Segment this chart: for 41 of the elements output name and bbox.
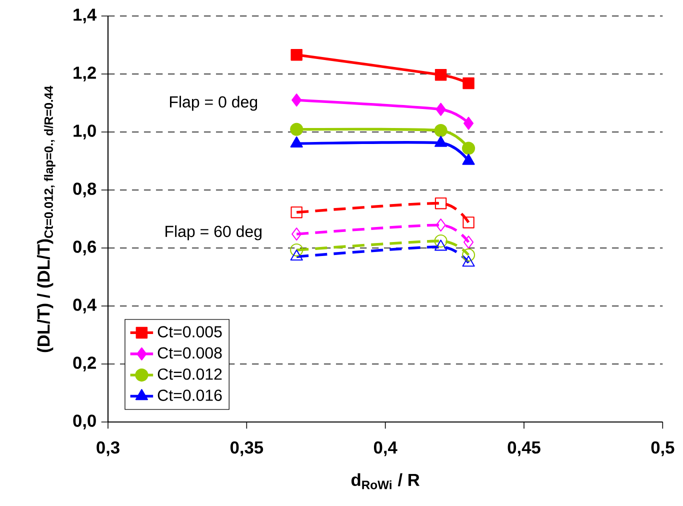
y-tick-label: 0,0 <box>73 414 96 430</box>
point <box>434 124 448 138</box>
point <box>434 68 447 81</box>
point <box>462 142 476 155</box>
x-tick-label: 0,5 <box>651 441 674 456</box>
x-tick-label: 0,45 <box>508 441 540 456</box>
legend-label: Ct=0.016 <box>158 390 222 401</box>
legend-label: Ct=0.012 <box>158 368 222 380</box>
x-tick-label: 0,35 <box>230 441 264 456</box>
y-tick-label: 1,2 <box>74 66 96 82</box>
point <box>434 234 448 248</box>
point <box>462 77 474 90</box>
y-tick-label: 0,2 <box>73 356 96 372</box>
point <box>463 116 474 130</box>
x-tick-label: 0,4 <box>374 441 398 456</box>
point <box>290 122 304 136</box>
point <box>292 94 302 107</box>
legend-label: Ct=0.008 <box>158 347 222 359</box>
point <box>436 218 446 232</box>
annotation: Flap = 0 deg <box>170 96 258 111</box>
y-tick-label: 0,4 <box>73 298 97 314</box>
point <box>292 228 302 241</box>
point <box>462 248 476 262</box>
point <box>290 206 302 218</box>
y-tick-label: 1,4 <box>74 8 97 24</box>
x-tick-label: 0,3 <box>96 441 120 456</box>
x-axis-title: d$_{RoWi}$ / R <box>351 473 420 490</box>
annotation: Flap = 60 deg <box>166 225 262 240</box>
y-tick-label: 0,8 <box>73 182 96 198</box>
y-tick-label: 1,0 <box>74 124 96 140</box>
point <box>290 48 302 61</box>
point <box>434 197 447 210</box>
point <box>436 102 446 116</box>
point <box>462 256 475 267</box>
y-tick-label: 0,6 <box>73 240 96 256</box>
legend-label: Ct=0.005 <box>158 326 222 338</box>
point <box>290 249 303 261</box>
point <box>462 216 474 228</box>
point <box>434 240 448 251</box>
point <box>290 243 304 257</box>
point <box>463 236 474 249</box>
